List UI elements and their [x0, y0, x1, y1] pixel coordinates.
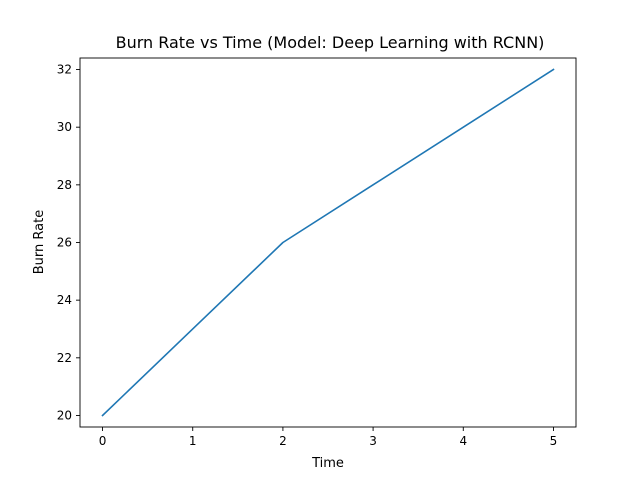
x-tick-label: 3 — [369, 434, 377, 448]
plot-frame — [79, 57, 577, 428]
y-tick-label: 20 — [57, 408, 72, 422]
x-tick-label: 5 — [550, 434, 558, 448]
y-tick-label: 32 — [57, 63, 72, 77]
y-tick-label: 26 — [57, 236, 72, 250]
x-tick-label: 2 — [279, 434, 287, 448]
plot-area — [79, 57, 577, 428]
x-tick-label: 1 — [189, 434, 197, 448]
x-axis-label: Time — [311, 456, 344, 471]
y-tick-label: 22 — [57, 351, 72, 365]
x-tick-label: 0 — [99, 434, 107, 448]
y-tick-label: 30 — [57, 120, 72, 134]
y-tick-label: 24 — [57, 293, 72, 307]
x-axis: 0 1 2 3 4 5 — [99, 427, 558, 448]
x-tick-label: 4 — [459, 434, 467, 448]
y-tick-label: 28 — [57, 178, 72, 192]
chart-title: Burn Rate vs Time (Model: Deep Learning … — [116, 33, 545, 52]
series-line-0 — [101, 68, 555, 417]
y-axis: 20 22 24 26 28 30 32 — [57, 63, 80, 422]
y-axis-label: Burn Rate — [32, 210, 47, 274]
